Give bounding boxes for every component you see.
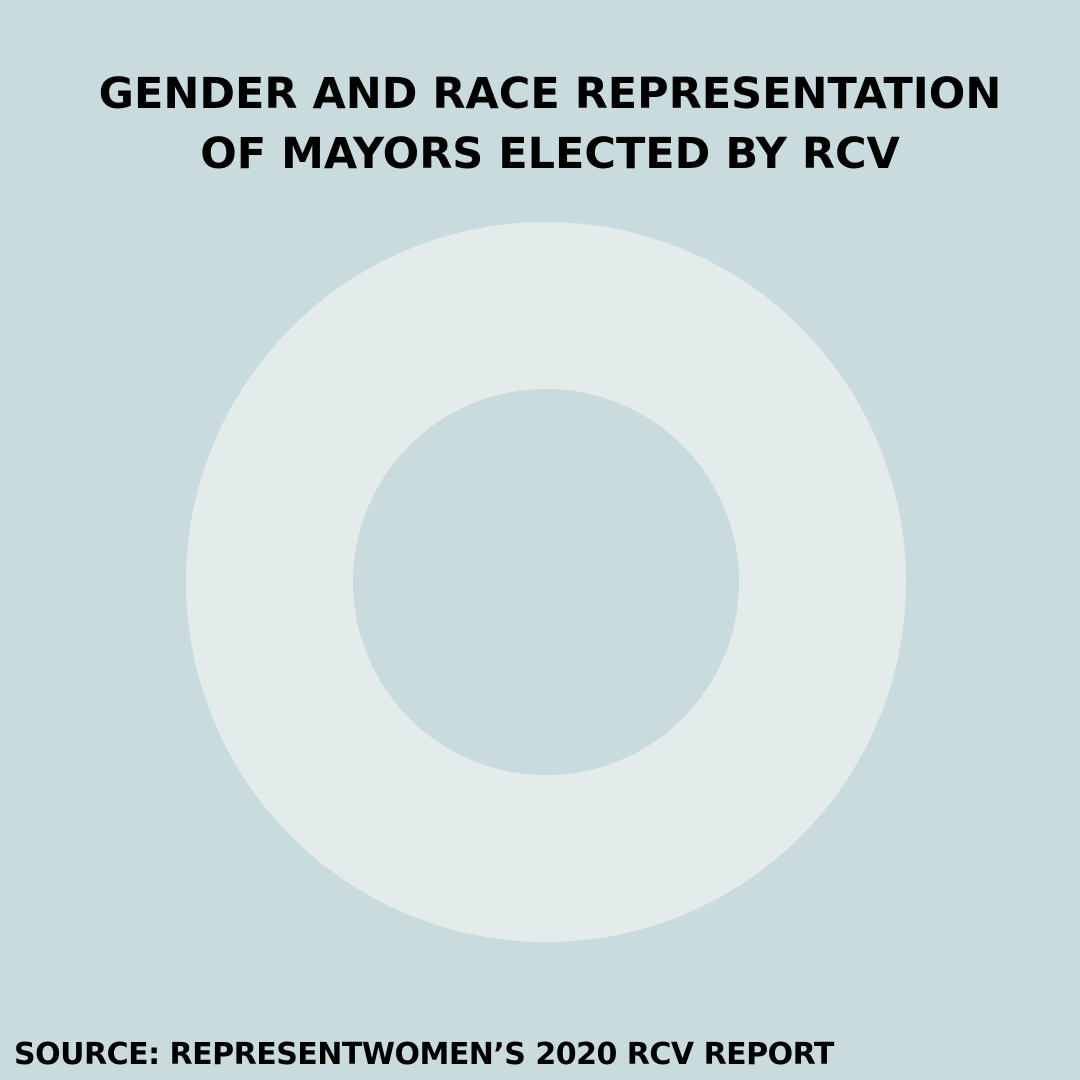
chart-title-line-2: OF MAYORS ELECTED BY RCV <box>200 129 900 179</box>
donut-ring <box>186 222 906 942</box>
source-note: SOURCE: REPRESENTWOMEN’S 2020 RCV REPORT <box>14 1037 834 1072</box>
donut-chart <box>186 222 906 942</box>
donut-hole <box>353 389 739 775</box>
chart-title-line-1: GENDER AND RACE REPRESENTATION <box>98 69 1002 119</box>
